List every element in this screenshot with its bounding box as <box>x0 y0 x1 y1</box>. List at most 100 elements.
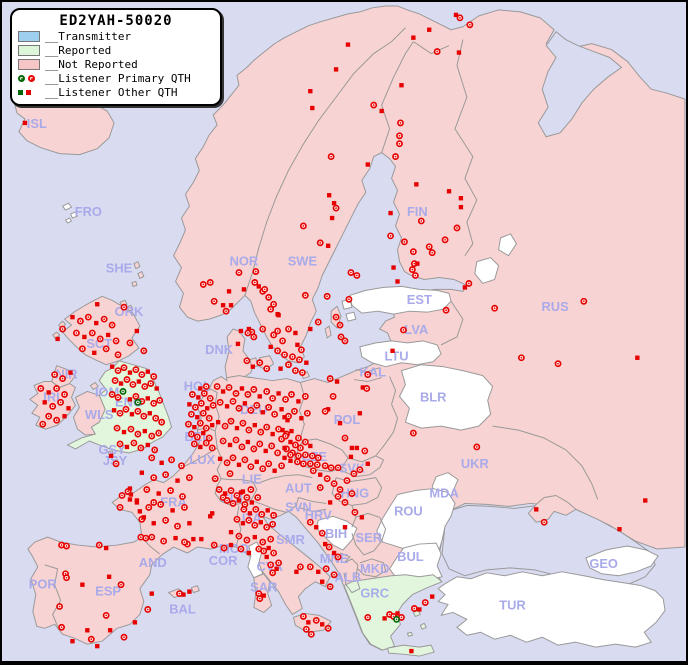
islands-fro <box>62 202 78 224</box>
listener-other-marker <box>360 385 366 390</box>
listener-primary-marker <box>239 419 247 427</box>
listener-primary-marker <box>57 398 64 406</box>
listener-other-marker <box>246 326 252 332</box>
listener-primary-marker <box>127 425 135 433</box>
listener-primary-marker <box>254 494 262 501</box>
listener-other-marker <box>80 582 85 587</box>
listener-other-marker <box>241 287 247 292</box>
listener-other-marker <box>294 569 299 574</box>
listener-other-marker <box>261 593 266 598</box>
country-label-fin: FIN <box>407 204 428 219</box>
listener-primary-marker <box>244 329 252 337</box>
listener-primary-marker <box>473 443 481 451</box>
listener-other-marker <box>282 445 287 451</box>
listener-primary-marker <box>256 440 264 448</box>
listener-primary-marker <box>141 383 149 390</box>
listener-primary-marker <box>116 409 124 417</box>
listener-primary-marker <box>306 518 314 526</box>
listener-primary-marker <box>219 437 227 445</box>
listener-primary-marker <box>197 399 205 407</box>
listener-other-marker <box>348 454 354 460</box>
listener-primary-marker-green <box>134 398 142 406</box>
listener-primary-marker <box>117 581 125 589</box>
country-label-mda: MDA <box>429 485 458 500</box>
listener-primary-marker <box>39 420 47 428</box>
country-label-aut: AUT <box>285 481 312 496</box>
listener-other-marker <box>534 507 539 512</box>
listener-primary-marker <box>61 391 68 398</box>
listener-primary-marker <box>114 393 122 401</box>
country-label-swe: SWE <box>288 254 318 269</box>
listener-other-marker <box>246 550 252 556</box>
country-label-rus: RUS <box>541 299 569 314</box>
listener-primary-marker <box>144 606 152 613</box>
listener-other-marker <box>250 364 256 369</box>
listener-primary-marker <box>211 475 219 483</box>
listener-other-marker <box>252 422 257 428</box>
listener-primary-marker <box>301 438 309 446</box>
country-label-bih: BIH <box>325 526 347 541</box>
listener-primary-marker <box>353 272 361 279</box>
listener-other-marker <box>354 445 360 451</box>
listener-other-marker <box>132 620 138 625</box>
listener-other-marker <box>94 320 99 326</box>
listener-other-marker <box>296 399 301 404</box>
listener-primary-marker <box>341 434 349 442</box>
listener-primary-marker <box>287 451 294 459</box>
listener-other-marker <box>159 460 164 465</box>
country-label-lie: LIE <box>242 472 262 487</box>
listener-primary-marker <box>190 440 198 448</box>
listener-primary-marker <box>238 443 246 451</box>
listener-other-marker <box>462 285 468 290</box>
listener-primary-marker <box>174 522 181 530</box>
listener-other-marker <box>234 425 240 431</box>
listener-other-marker <box>154 386 159 391</box>
listener-primary-marker <box>179 493 186 500</box>
listener-other-marker <box>151 521 156 526</box>
listener-primary-marker <box>297 346 305 354</box>
listener-other-marker <box>175 478 180 483</box>
listener-primary-marker <box>206 279 214 286</box>
listener-primary-marker <box>220 544 228 552</box>
listener-primary-marker <box>87 635 95 643</box>
listener-primary-marker <box>356 466 364 474</box>
country-label-tur: TUR <box>499 597 526 612</box>
listener-primary-marker <box>227 487 235 494</box>
listener-primary-marker <box>148 432 156 440</box>
listener-primary-marker <box>116 440 124 448</box>
country-label-and: AND <box>139 555 167 570</box>
listener-primary-marker <box>243 494 251 501</box>
listener-other-marker <box>365 162 370 167</box>
listener-other-marker <box>240 521 246 526</box>
listener-other-marker <box>196 395 201 400</box>
listener-other-marker <box>331 550 337 556</box>
listener-primary-marker <box>137 444 145 452</box>
listener-other-marker <box>205 406 210 411</box>
country-label-hrv: HRV <box>305 507 332 522</box>
listener-other-marker <box>170 508 175 513</box>
country-label-est: EST <box>407 292 432 307</box>
country-blr <box>398 364 494 431</box>
listener-primary-marker <box>150 373 158 381</box>
listener-other-marker <box>107 628 113 633</box>
listener-other-marker <box>127 486 133 491</box>
listener-primary-marker <box>241 501 249 508</box>
listener-primary-marker <box>252 268 260 275</box>
listener-primary-marker <box>162 516 170 524</box>
listener-other-marker <box>320 622 325 627</box>
listener-other-marker <box>254 459 259 464</box>
listener-other-marker <box>142 428 147 434</box>
country-label-dnk: DNK <box>205 342 234 357</box>
listener-other-marker <box>236 462 242 467</box>
listener-other-marker <box>272 468 277 473</box>
listener-primary-marker <box>96 335 104 343</box>
listener-primary-marker <box>442 306 450 314</box>
listener-primary-marker <box>363 385 371 392</box>
listener-primary-marker <box>206 394 214 402</box>
listener-other-marker <box>388 210 393 216</box>
listener-primary-marker <box>370 101 378 109</box>
listener-primary-marker <box>347 269 355 276</box>
listener-primary-marker <box>232 436 240 444</box>
listener-primary-marker <box>155 429 163 437</box>
